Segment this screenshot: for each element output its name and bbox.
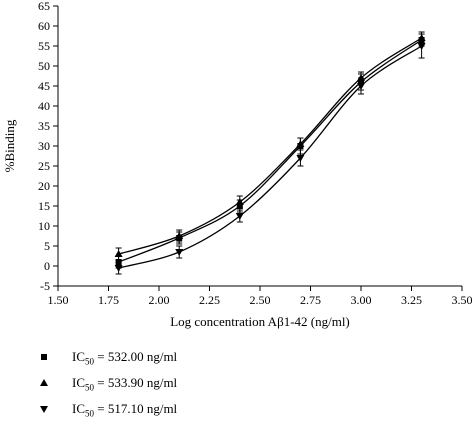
legend-triangle-down-marker xyxy=(40,406,48,413)
data-point-triangle-down xyxy=(175,249,184,256)
data-point-triangle-down xyxy=(114,265,123,272)
y-tick-label: 60 xyxy=(38,19,50,33)
data-point-triangle-down xyxy=(417,43,426,50)
x-tick-label: 1.50 xyxy=(48,293,69,307)
x-tick-label: 2.00 xyxy=(149,293,170,307)
legend-item-triangle-down: IC50 = 517.10 ng/ml xyxy=(34,398,334,420)
y-axis-label: %Binding xyxy=(2,119,17,172)
x-tick-label: 3.25 xyxy=(401,293,422,307)
legend-item-triangle-up: IC50 = 533.90 ng/ml xyxy=(34,372,334,394)
legend-label-3: IC50 = 517.10 ng/ml xyxy=(72,401,178,419)
series-line-3 xyxy=(118,45,422,269)
y-tick-label: 50 xyxy=(38,59,50,73)
y-tick-label: 40 xyxy=(38,99,50,113)
legend-label-2: IC50 = 533.90 ng/ml xyxy=(72,375,178,393)
x-tick-label: 2.50 xyxy=(250,293,271,307)
x-tick-label: 2.25 xyxy=(199,293,220,307)
data-point-triangle-up xyxy=(175,232,184,239)
y-tick-label: 20 xyxy=(38,179,50,193)
y-tick-label: 30 xyxy=(38,139,50,153)
y-tick-label: 15 xyxy=(38,199,50,213)
x-axis-label: Log concentration Aβ1-42 (ng/ml) xyxy=(170,314,350,329)
data-point-triangle-up xyxy=(296,140,305,147)
y-tick-label: 65 xyxy=(38,0,50,13)
y-tick-label: 0 xyxy=(44,259,50,273)
data-point-triangle-down xyxy=(296,155,305,162)
y-tick-label: 45 xyxy=(38,79,50,93)
legend: IC50 = 532.00 ng/ml IC50 = 533.90 ng/ml … xyxy=(34,346,334,424)
y-tick-label: 35 xyxy=(38,119,50,133)
legend-label-1: IC50 = 532.00 ng/ml xyxy=(72,349,178,367)
data-point-triangle-up xyxy=(114,250,123,257)
x-tick-label: 1.75 xyxy=(98,293,119,307)
data-point-triangle-up xyxy=(235,198,244,205)
x-tick-label: 3.00 xyxy=(351,293,372,307)
data-point-triangle-down xyxy=(235,213,244,220)
y-tick-label: 10 xyxy=(38,219,50,233)
y-tick-label: 25 xyxy=(38,159,50,173)
series-line-1 xyxy=(118,39,422,263)
binding-chart: -5 0 5 10 15 20 25 30 35 40 45 50 55 60 65 1.50 1.75 2.00… xyxy=(2,0,473,329)
legend-item-square: IC50 = 532.00 ng/ml xyxy=(34,346,334,368)
legend-triangle-up-marker xyxy=(40,379,48,386)
data-point-triangle-down xyxy=(357,83,365,90)
y-tick-label: 5 xyxy=(44,239,50,253)
legend-square-marker xyxy=(41,354,47,360)
y-tick-label: 55 xyxy=(38,39,50,53)
y-tick-label: -5 xyxy=(40,279,50,293)
x-tick-label: 2.75 xyxy=(300,293,321,307)
x-tick-label: 3.50 xyxy=(452,293,473,307)
